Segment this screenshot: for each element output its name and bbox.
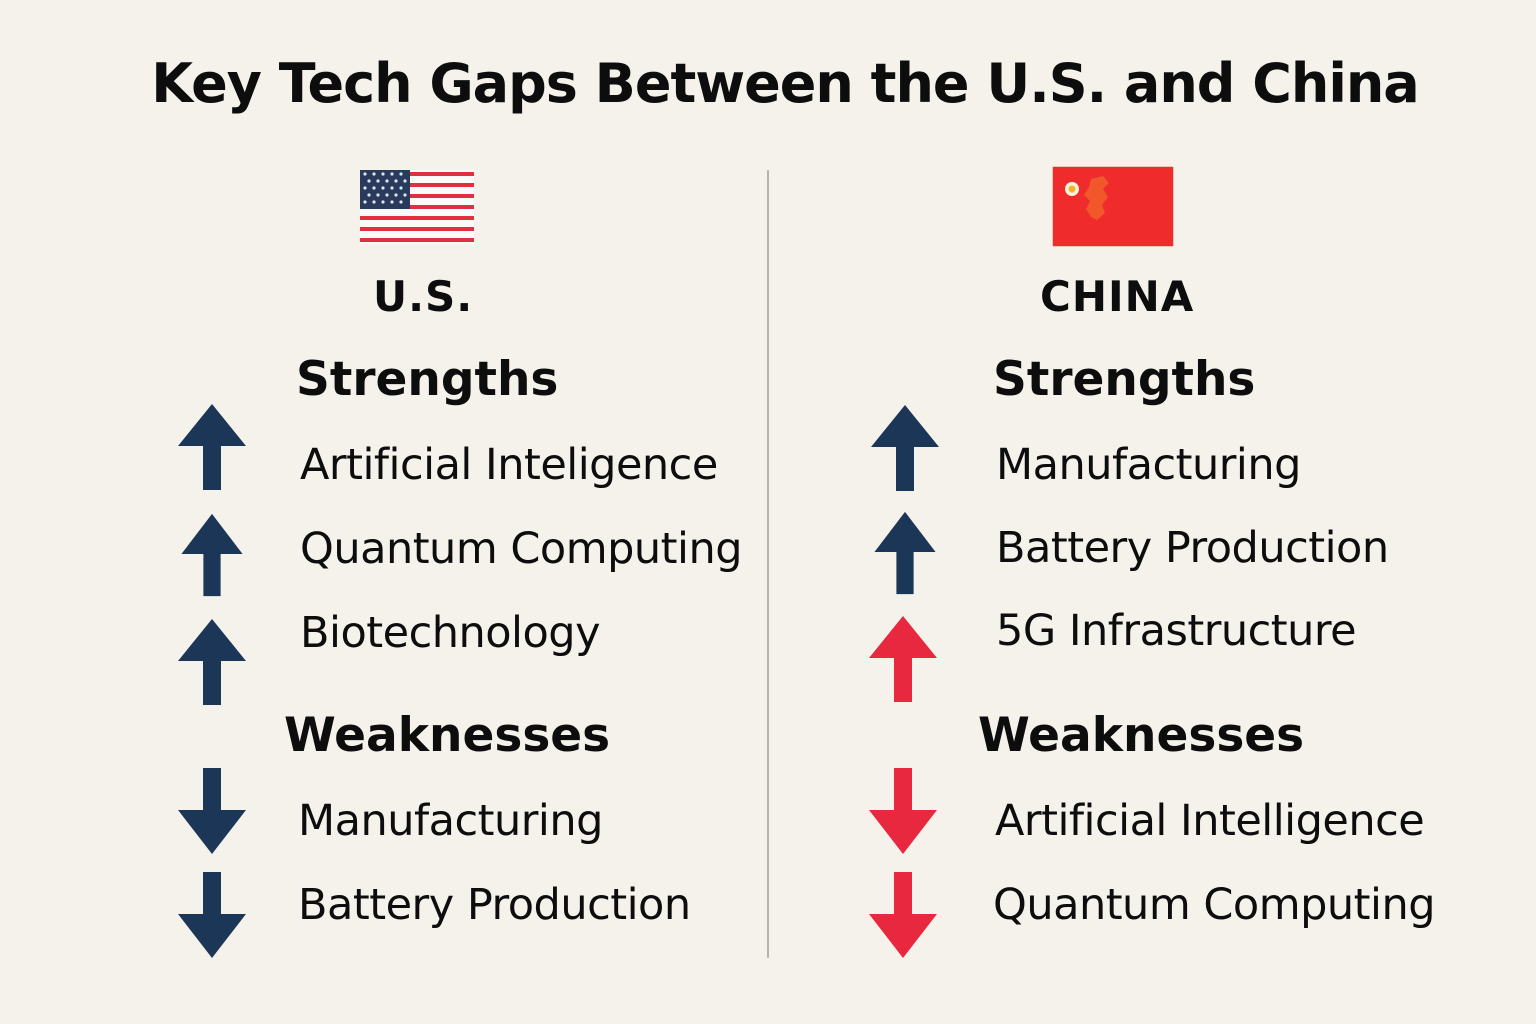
page-title: Key Tech Gaps Between the U.S. and China <box>151 52 1419 115</box>
china-strength-label: Manufacturing <box>996 440 1301 490</box>
china-weakness-label: Quantum Computing <box>993 880 1436 930</box>
us-strengths-heading: Strengths <box>296 352 559 407</box>
arrow-up-icon <box>178 404 246 490</box>
china-weakness-label: Artificial Intelligence <box>995 796 1425 846</box>
arrow-up-icon <box>181 513 243 597</box>
us-weakness-label: Battery Production <box>298 880 691 930</box>
china-label: CHINA <box>1040 272 1195 321</box>
arrow-down-icon <box>178 872 246 958</box>
arrow-up-icon <box>869 616 937 702</box>
arrow-up-icon <box>874 511 936 595</box>
china-strengths-heading: Strengths <box>993 352 1256 407</box>
arrow-up-icon <box>871 405 939 491</box>
china-strength-label: Battery Production <box>996 523 1389 573</box>
us-flag-icon <box>360 170 474 244</box>
us-weakness-label: Manufacturing <box>298 796 603 846</box>
column-divider <box>767 170 769 958</box>
china-strength-label: 5G Infrastructure <box>996 606 1357 656</box>
arrow-down-icon <box>869 768 937 854</box>
us-strength-label: Biotechnology <box>300 608 601 658</box>
us-strength-label: Quantum Computing <box>300 524 743 574</box>
us-strength-label: Artificial Inteligence <box>300 440 718 490</box>
china-weaknesses-heading: Weaknesses <box>978 708 1305 763</box>
arrow-down-icon <box>869 872 937 958</box>
arrow-down-icon <box>178 768 246 854</box>
us-weaknesses-heading: Weaknesses <box>284 708 611 763</box>
arrow-up-icon <box>178 619 246 705</box>
us-label: U.S. <box>373 272 474 321</box>
china-flag-icon <box>1053 167 1173 246</box>
